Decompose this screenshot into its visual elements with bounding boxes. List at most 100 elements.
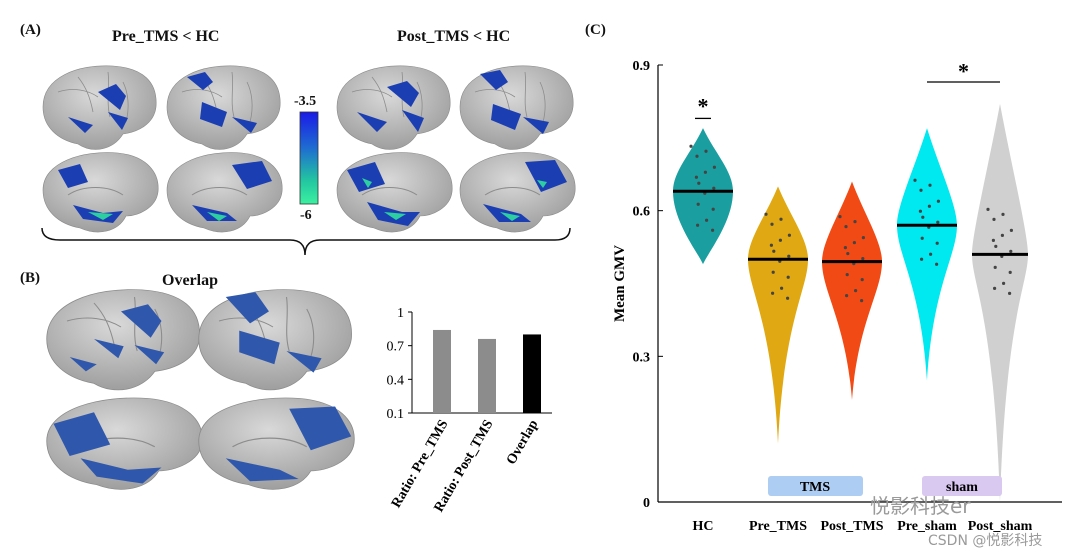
violin-point xyxy=(787,254,791,258)
violin-point xyxy=(860,278,864,282)
violin-point xyxy=(920,236,924,240)
violin-point xyxy=(843,246,847,250)
watermark-top: 悦影科技er xyxy=(870,494,971,518)
violin-point xyxy=(919,188,923,192)
violin-point xyxy=(786,275,790,279)
violin-Pre_TMS xyxy=(748,186,808,444)
violin-y-label: Mean GMV xyxy=(612,245,628,322)
violin-point xyxy=(994,244,998,248)
brain-post-rh-medial xyxy=(459,152,576,233)
violin-point xyxy=(787,233,791,237)
violin-x-label: Post_sham xyxy=(968,519,1033,534)
violin-y-tick-label: 0.9 xyxy=(633,59,651,74)
violin-point xyxy=(845,273,849,277)
brain-overlap-rh-lateral xyxy=(198,289,353,391)
violin-point xyxy=(712,165,716,169)
brain-pre-rh-medial xyxy=(166,152,283,233)
violin-point xyxy=(913,178,917,182)
watermark-bottom: CSDN @悦影科技 xyxy=(928,533,1043,549)
violin-x-label: Pre_TMS xyxy=(749,519,807,534)
panel-b-title: Overlap xyxy=(162,272,218,289)
brace xyxy=(41,227,571,256)
sig-star-sham: * xyxy=(958,59,969,84)
violin-point xyxy=(921,215,925,219)
bar-y-tick-label: 1 xyxy=(397,306,404,321)
violin-point xyxy=(991,238,995,242)
violin-HC xyxy=(673,128,733,265)
tms-group-box xyxy=(768,476,863,496)
violin-point xyxy=(846,252,850,256)
violin-point xyxy=(844,225,848,229)
violin-point xyxy=(993,265,997,269)
violin-point xyxy=(771,270,775,274)
violin-x-label: Post_TMS xyxy=(821,519,884,534)
violin-y-tick-label: 0.3 xyxy=(633,350,651,365)
violin-y-tick-label: 0 xyxy=(643,496,650,511)
violin-point xyxy=(928,183,932,187)
colorbar-top-label: -3.5 xyxy=(294,94,317,109)
colorbar-bottom-label: -6 xyxy=(300,208,312,223)
violin-Pre_sham xyxy=(897,128,957,381)
violin-point xyxy=(861,257,865,261)
violin-point xyxy=(780,286,784,290)
violin-point xyxy=(711,228,715,232)
violin-point xyxy=(778,238,782,242)
bar-category-label: Overlap xyxy=(504,417,542,467)
violin-Post_sham xyxy=(972,103,1028,502)
violin-point xyxy=(770,222,774,226)
bar-y-tick-label: 0.4 xyxy=(387,373,405,388)
violin-chart: 0 0.3 0.6 0.9 Mean GMV HC Pre_TMS Post_TMS Pre_s… xyxy=(612,59,1062,534)
violin-point xyxy=(689,144,693,148)
violin-point xyxy=(703,170,707,174)
violin-point xyxy=(696,223,700,227)
violin-point xyxy=(705,218,709,222)
brain-overlap-rh-medial xyxy=(198,397,355,490)
violin-point xyxy=(764,212,768,216)
violin-point xyxy=(852,241,856,245)
colorbar xyxy=(299,111,319,205)
violin-point xyxy=(696,202,700,206)
sham-group-box xyxy=(922,476,1002,496)
violin-point xyxy=(861,236,865,240)
violin-point xyxy=(769,243,773,247)
violin-x-label: HC xyxy=(693,519,714,534)
violin-point xyxy=(694,175,698,179)
panel-a-title-left: Pre_TMS < HC xyxy=(112,28,220,45)
brain-post-lh-medial xyxy=(336,152,453,233)
violin-point xyxy=(695,154,699,158)
panel-a-label: (A) xyxy=(20,22,41,38)
violin-point xyxy=(929,252,933,256)
tms-group-label: TMS xyxy=(800,480,831,495)
violin-point xyxy=(697,181,701,185)
panel-b-label: (B) xyxy=(20,270,40,286)
violin-point xyxy=(935,241,939,245)
violin-point xyxy=(936,220,940,224)
violin-point xyxy=(935,262,939,266)
violin-point xyxy=(1002,281,1006,285)
sham-group-label: sham xyxy=(946,480,978,495)
violin-point xyxy=(853,220,857,224)
violin-point xyxy=(986,207,990,211)
brain-overlap-lh-lateral xyxy=(46,289,201,391)
violin-point xyxy=(992,217,996,221)
violin-point xyxy=(1009,228,1013,232)
violin-point xyxy=(1008,270,1012,274)
violin-point xyxy=(936,199,940,203)
violin-point xyxy=(1001,212,1005,216)
violin-point xyxy=(712,186,716,190)
violin-point xyxy=(786,296,790,300)
brain-post-rh-lateral xyxy=(459,65,574,150)
brain-pre-rh-lateral xyxy=(166,65,281,150)
violin-point xyxy=(1008,291,1012,295)
violin-point xyxy=(779,217,783,221)
violin-point xyxy=(918,209,922,213)
violin-y-tick-label: 0.6 xyxy=(633,205,651,220)
violin-point xyxy=(1009,249,1013,253)
violin-point xyxy=(711,207,715,211)
violin-point xyxy=(845,294,849,298)
violin-point xyxy=(927,204,931,208)
violin-point xyxy=(772,249,776,253)
violin-point xyxy=(860,299,864,303)
